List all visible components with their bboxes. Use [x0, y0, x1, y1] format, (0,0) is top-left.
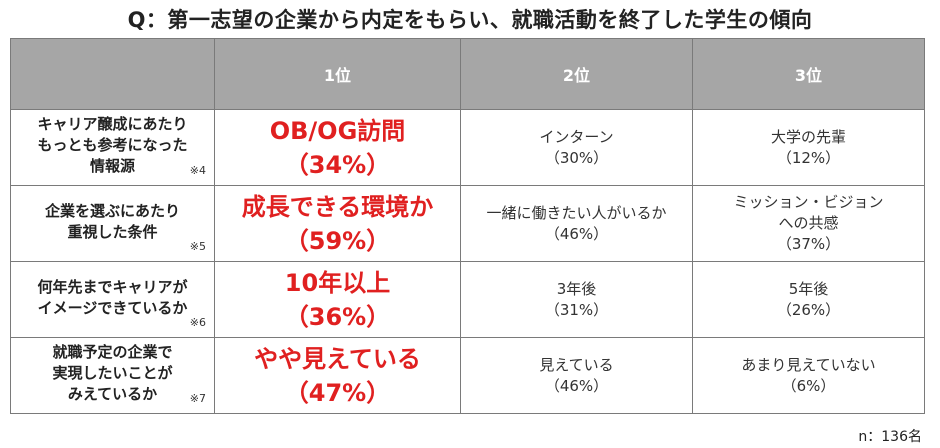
header-corner	[10, 38, 215, 110]
rank3-cell: ミッション・ビジョン への共感 （37%）	[692, 185, 925, 262]
rank1-cell: 10年以上 （36%）	[214, 261, 461, 338]
table-row: 就職予定の企業で 実現したいことが みえているか ※7 やや見えている （47%…	[10, 337, 925, 414]
header-rank1: 1位	[214, 38, 461, 110]
rank2-label: 3年後	[556, 279, 597, 298]
header-rank3: 3位	[692, 38, 925, 110]
footnote-mark: ※7	[189, 392, 206, 405]
rank3-cell: あまり見えていない （6%）	[692, 337, 925, 414]
question-text: 何年先までキャリアが イメージできているか	[37, 277, 188, 317]
rank2-pct: （46%）	[544, 224, 609, 243]
table-row: 企業を選ぶにあたり 重視した条件 ※5 成長できる環境か （59%） 一緒に働き…	[10, 185, 925, 262]
rank1-label: 成長できる環境か	[241, 192, 434, 221]
question-cell: 何年先までキャリアが イメージできているか ※6	[10, 261, 215, 338]
rank2-pct: （46%）	[544, 376, 609, 395]
question-cell: 企業を選ぶにあたり 重視した条件 ※5	[10, 185, 215, 262]
question-text: 就職予定の企業で 実現したいことが みえているか	[52, 343, 173, 403]
rank2-pct: （30%）	[544, 148, 609, 167]
header-row: 1位 2位 3位	[10, 38, 925, 110]
rank3-label: ミッション・ビジョン への共感	[733, 193, 884, 232]
question-text: 企業を選ぶにあたり 重視した条件	[44, 201, 180, 241]
header-rank2: 2位	[460, 38, 693, 110]
rank3-cell: 大学の先輩 （12%）	[692, 109, 925, 186]
rank2-pct: （31%）	[544, 300, 609, 319]
rank1-pct: （59%）	[284, 226, 391, 255]
rank3-label: あまり見えていない	[741, 355, 876, 374]
page-title: Q：第一志望の企業から内定をもらい、就職活動を終了した学生の傾向	[127, 8, 813, 32]
rank3-label: 大学の先輩	[770, 127, 846, 146]
rank1-label: やや見えている	[254, 344, 421, 373]
rank2-cell: 一緒に働きたい人がいるか （46%）	[460, 185, 693, 262]
question-cell: キャリア醸成にあたり もっとも参考になった 情報源 ※4	[10, 109, 215, 186]
rank3-cell: 5年後 （26%）	[692, 261, 925, 338]
sample-size-note: n：136名	[858, 429, 922, 445]
rank1-cell: OB/OG訪問 （34%）	[214, 109, 461, 186]
rank3-pct: （12%）	[776, 148, 841, 167]
rank2-label: インターン	[539, 127, 614, 146]
rank3-pct: （37%）	[776, 235, 841, 253]
rank2-label: 一緒に働きたい人がいるか	[486, 203, 667, 222]
rank3-pct: （6%）	[781, 376, 836, 395]
rank2-cell: 見えている （46%）	[460, 337, 693, 414]
table-row: 何年先までキャリアが イメージできているか ※6 10年以上 （36%） 3年後…	[10, 261, 925, 338]
question-text: キャリア醸成にあたり もっとも参考になった 情報源	[37, 115, 188, 175]
rank1-cell: 成長できる環境か （59%）	[214, 185, 461, 262]
rank1-cell: やや見えている （47%）	[214, 337, 461, 414]
table-row: キャリア醸成にあたり もっとも参考になった 情報源 ※4 OB/OG訪問 （34…	[10, 109, 925, 186]
rank2-cell: インターン （30%）	[460, 109, 693, 186]
rank3-label: 5年後	[788, 279, 829, 298]
rank1-pct: （47%）	[284, 378, 391, 407]
survey-table: 1位 2位 3位 キャリア醸成にあたり もっとも参考になった 情報源 ※4 OB…	[10, 38, 925, 414]
footnote-mark: ※5	[189, 240, 206, 253]
rank2-cell: 3年後 （31%）	[460, 261, 693, 338]
rank3-pct: （26%）	[776, 300, 841, 319]
footnote-mark: ※4	[189, 164, 206, 177]
rank1-label: 10年以上	[284, 268, 391, 297]
rank1-label: OB/OG訪問	[269, 116, 406, 145]
footnote-mark: ※6	[189, 316, 206, 329]
question-cell: 就職予定の企業で 実現したいことが みえているか ※7	[10, 337, 215, 414]
rank2-label: 見えている	[539, 355, 614, 374]
rank1-pct: （36%）	[284, 302, 391, 331]
rank1-pct: （34%）	[284, 150, 391, 179]
